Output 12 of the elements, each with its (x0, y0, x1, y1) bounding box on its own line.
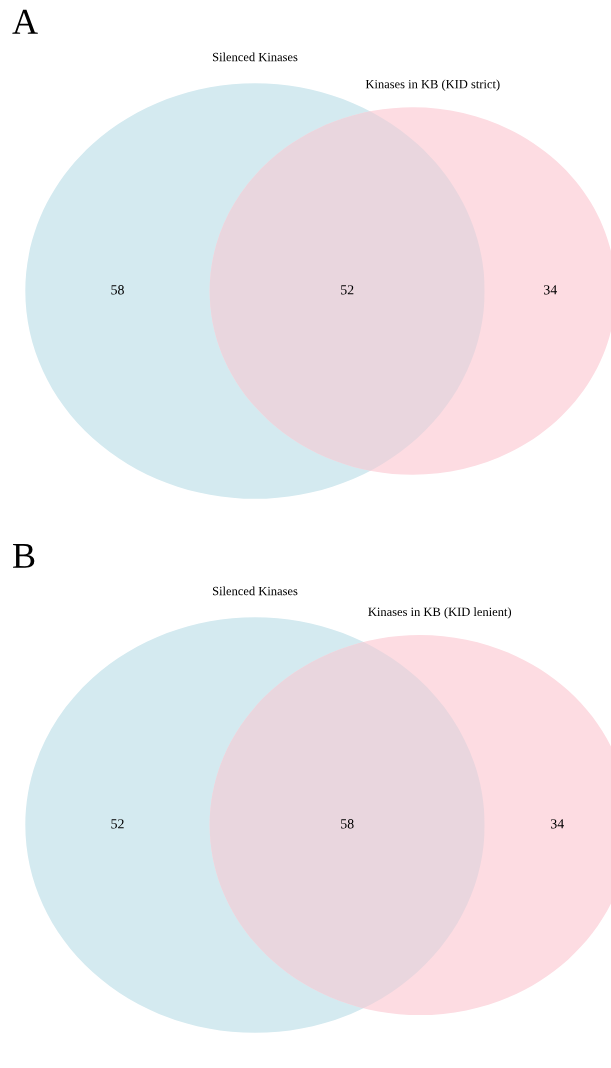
data-label: 52 (111, 819, 124, 829)
text: B (13, 544, 35, 568)
data-label: 52 (341, 285, 354, 295)
text: A (12, 9, 38, 34)
text: Kinases in KB (KID strict) (365, 79, 500, 91)
data-label: 34 (544, 285, 558, 295)
text: Silenced Kinases (212, 586, 298, 596)
data-label: 58 (111, 285, 124, 295)
text: Silenced Kinases (212, 52, 298, 62)
data-label: 58 (341, 819, 354, 829)
data-label: 34 (550, 819, 564, 829)
text: Kinases in KB (KID lenient) (368, 607, 512, 619)
